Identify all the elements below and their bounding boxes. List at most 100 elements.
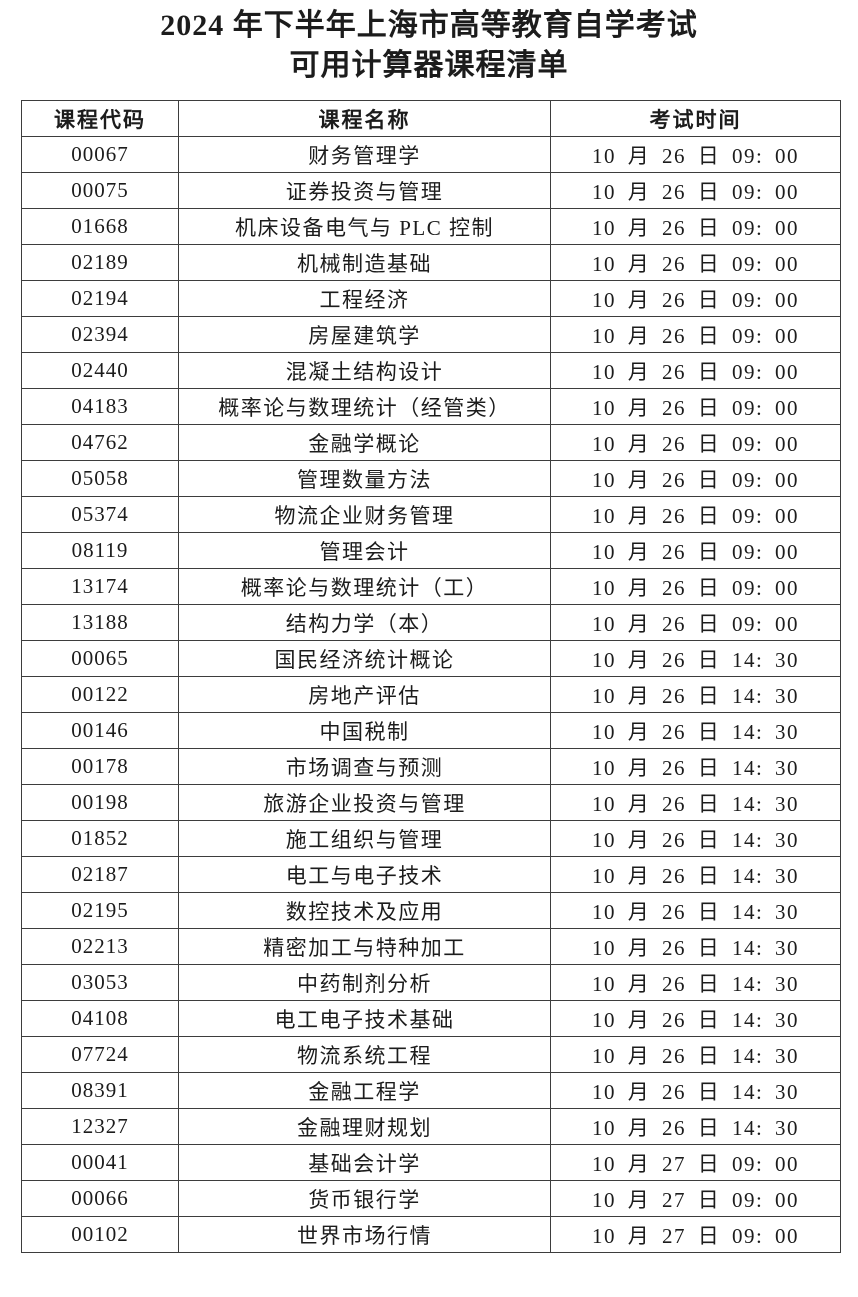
course-code-cell: 13174 <box>21 568 179 605</box>
table-row: 03053 中药制剂分析 10 月 26 日 14: 30 <box>21 964 841 1001</box>
exam-time-cell: 10 月 26 日 09: 00 <box>550 424 841 461</box>
exam-time-cell: 10 月 26 日 09: 00 <box>550 568 841 605</box>
exam-time-cell: 10 月 26 日 09: 00 <box>550 280 841 317</box>
course-code-cell: 02187 <box>21 856 179 893</box>
table-row: 00178 市场调查与预测 10 月 26 日 14: 30 <box>21 748 841 785</box>
course-code-cell: 02213 <box>21 928 179 965</box>
table-row: 13188 结构力学（本） 10 月 26 日 09: 00 <box>21 604 841 641</box>
course-code-cell: 08391 <box>21 1072 179 1109</box>
course-code-cell: 00041 <box>21 1144 179 1181</box>
header-course-code: 课程代码 <box>21 100 179 137</box>
exam-time-cell: 10 月 26 日 14: 30 <box>550 928 841 965</box>
table-row: 12327 金融理财规划 10 月 26 日 14: 30 <box>21 1108 841 1145</box>
course-code-cell: 00065 <box>21 640 179 677</box>
course-code-cell: 08119 <box>21 532 179 569</box>
course-code-cell: 00102 <box>21 1216 179 1253</box>
course-code-cell: 00198 <box>21 784 179 821</box>
course-name-cell: 概率论与数理统计（工） <box>178 568 551 605</box>
table-row: 01668 机床设备电气与 PLC 控制 10 月 26 日 09: 00 <box>21 208 841 245</box>
course-code-cell: 13188 <box>21 604 179 641</box>
exam-time-cell: 10 月 26 日 14: 30 <box>550 640 841 677</box>
exam-time-cell: 10 月 26 日 09: 00 <box>550 388 841 425</box>
exam-time-cell: 10 月 26 日 09: 00 <box>550 496 841 533</box>
exam-time-cell: 10 月 26 日 14: 30 <box>550 1036 841 1073</box>
header-exam-time: 考试时间 <box>550 100 841 137</box>
course-code-cell: 00066 <box>21 1180 179 1217</box>
course-name-cell: 管理数量方法 <box>178 460 551 497</box>
course-name-cell: 金融工程学 <box>178 1072 551 1109</box>
exam-time-cell: 10 月 26 日 09: 00 <box>550 460 841 497</box>
course-name-cell: 概率论与数理统计（经管类） <box>178 388 551 425</box>
table-row: 02187 电工与电子技术 10 月 26 日 14: 30 <box>21 856 841 893</box>
exam-time-cell: 10 月 26 日 09: 00 <box>550 532 841 569</box>
table-row: 02440 混凝土结构设计 10 月 26 日 09: 00 <box>21 352 841 389</box>
table-header-row: 课程代码 课程名称 考试时间 <box>21 100 841 137</box>
course-name-cell: 电工与电子技术 <box>178 856 551 893</box>
course-name-cell: 金融学概论 <box>178 424 551 461</box>
course-name-cell: 货币银行学 <box>178 1180 551 1217</box>
course-name-cell: 市场调查与预测 <box>178 748 551 785</box>
course-code-cell: 02189 <box>21 244 179 281</box>
table-row: 01852 施工组织与管理 10 月 26 日 14: 30 <box>21 820 841 857</box>
header-course-name: 课程名称 <box>178 100 551 137</box>
table-row: 00102 世界市场行情 10 月 27 日 09: 00 <box>21 1216 841 1253</box>
course-name-cell: 物流企业财务管理 <box>178 496 551 533</box>
course-name-cell: 财务管理学 <box>178 136 551 173</box>
course-name-cell: 世界市场行情 <box>178 1216 551 1253</box>
course-name-cell: 结构力学（本） <box>178 604 551 641</box>
table-row: 13174 概率论与数理统计（工） 10 月 26 日 09: 00 <box>21 568 841 605</box>
table-row: 00146 中国税制 10 月 26 日 14: 30 <box>21 712 841 749</box>
course-code-cell: 12327 <box>21 1108 179 1145</box>
exam-time-cell: 10 月 26 日 14: 30 <box>550 712 841 749</box>
exam-time-cell: 10 月 26 日 14: 30 <box>550 856 841 893</box>
table-row: 08391 金融工程学 10 月 26 日 14: 30 <box>21 1072 841 1109</box>
course-name-cell: 中国税制 <box>178 712 551 749</box>
course-code-cell: 00178 <box>21 748 179 785</box>
table-row: 00198 旅游企业投资与管理 10 月 26 日 14: 30 <box>21 784 841 821</box>
course-name-cell: 物流系统工程 <box>178 1036 551 1073</box>
course-code-cell: 05374 <box>21 496 179 533</box>
exam-time-cell: 10 月 26 日 14: 30 <box>550 784 841 821</box>
table-row: 00122 房地产评估 10 月 26 日 14: 30 <box>21 676 841 713</box>
table-row: 02194 工程经济 10 月 26 日 09: 00 <box>21 280 841 317</box>
course-name-cell: 金融理财规划 <box>178 1108 551 1145</box>
exam-time-cell: 10 月 26 日 09: 00 <box>550 316 841 353</box>
exam-time-cell: 10 月 26 日 09: 00 <box>550 352 841 389</box>
course-code-cell: 01852 <box>21 820 179 857</box>
course-code-cell: 00122 <box>21 676 179 713</box>
table-row: 04108 电工电子技术基础 10 月 26 日 14: 30 <box>21 1000 841 1037</box>
exam-time-cell: 10 月 26 日 14: 30 <box>550 1000 841 1037</box>
exam-time-cell: 10 月 26 日 14: 30 <box>550 1108 841 1145</box>
course-name-cell: 房屋建筑学 <box>178 316 551 353</box>
course-code-cell: 00146 <box>21 712 179 749</box>
table-row: 02394 房屋建筑学 10 月 26 日 09: 00 <box>21 316 841 353</box>
course-name-cell: 机械制造基础 <box>178 244 551 281</box>
table-row: 05374 物流企业财务管理 10 月 26 日 09: 00 <box>21 496 841 533</box>
exam-time-cell: 10 月 27 日 09: 00 <box>550 1216 841 1253</box>
course-code-cell: 04183 <box>21 388 179 425</box>
course-code-cell: 04762 <box>21 424 179 461</box>
title-line-2: 可用计算器课程清单 <box>289 49 569 82</box>
course-code-cell: 04108 <box>21 1000 179 1037</box>
table-row: 02195 数控技术及应用 10 月 26 日 14: 30 <box>21 892 841 929</box>
course-name-cell: 旅游企业投资与管理 <box>178 784 551 821</box>
course-table-body: 00067 财务管理学 10 月 26 日 09: 00 00075 证券投资与… <box>21 136 841 1253</box>
course-name-cell: 管理会计 <box>178 532 551 569</box>
course-code-cell: 03053 <box>21 964 179 1001</box>
exam-time-cell: 10 月 26 日 14: 30 <box>550 964 841 1001</box>
table-row: 00065 国民经济统计概论 10 月 26 日 14: 30 <box>21 640 841 677</box>
title-line-1: 2024 年下半年上海市高等教育自学考试 <box>160 9 698 42</box>
course-name-cell: 中药制剂分析 <box>178 964 551 1001</box>
exam-time-cell: 10 月 26 日 14: 30 <box>550 748 841 785</box>
table-row: 02213 精密加工与特种加工 10 月 26 日 14: 30 <box>21 928 841 965</box>
course-code-cell: 02194 <box>21 280 179 317</box>
course-code-cell: 02195 <box>21 892 179 929</box>
table-row: 07724 物流系统工程 10 月 26 日 14: 30 <box>21 1036 841 1073</box>
table-row: 00067 财务管理学 10 月 26 日 09: 00 <box>21 136 841 173</box>
course-name-cell: 精密加工与特种加工 <box>178 928 551 965</box>
course-name-cell: 施工组织与管理 <box>178 820 551 857</box>
course-code-cell: 02394 <box>21 316 179 353</box>
table-row: 00075 证券投资与管理 10 月 26 日 09: 00 <box>21 172 841 209</box>
course-name-cell: 数控技术及应用 <box>178 892 551 929</box>
course-code-cell: 01668 <box>21 208 179 245</box>
